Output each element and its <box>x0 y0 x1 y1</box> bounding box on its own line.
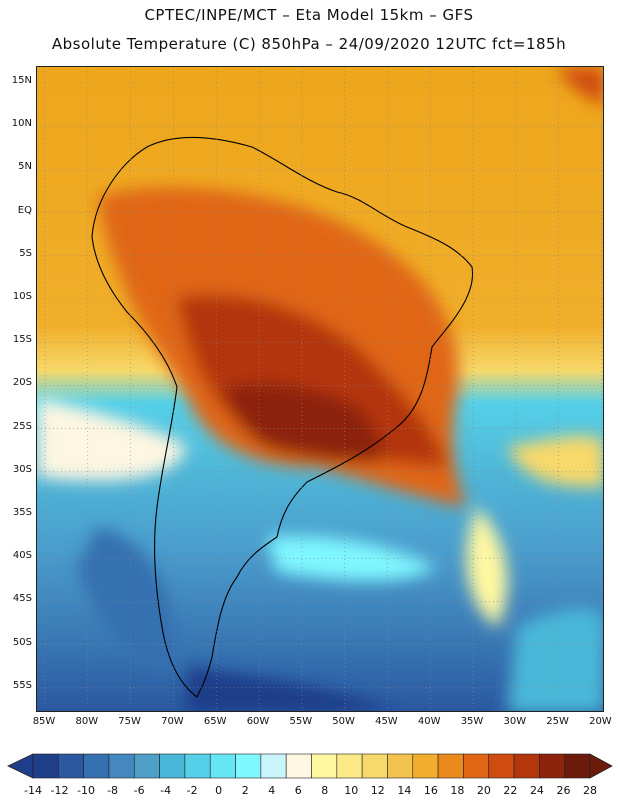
longitude-label: 35W <box>460 716 484 727</box>
longitude-label: 60W <box>246 716 270 727</box>
colorbar-tick-label: 26 <box>556 784 571 797</box>
south-america-coastline <box>91 136 474 698</box>
colorbar-tick-label: 4 <box>268 784 276 797</box>
colorbar-swatch <box>83 753 110 779</box>
colorbar-tick-label: 16 <box>423 784 438 797</box>
latitude-label: 40S <box>12 550 32 562</box>
temperature-field <box>37 67 603 711</box>
longitude-label: 75W <box>118 716 141 727</box>
longitude-label: 55W <box>289 716 313 727</box>
latitude-label: 25S <box>12 420 32 432</box>
latitude-label: 30S <box>12 463 32 475</box>
colorbar-swatch <box>539 753 565 779</box>
colorbar-tick-label: -10 <box>77 784 96 797</box>
warm-plume <box>37 67 603 711</box>
longitude-label: 45W <box>375 716 398 727</box>
latitude-label: 5S <box>19 247 32 259</box>
colorbar-tick-label: -2 <box>186 784 198 797</box>
graticule <box>37 67 603 711</box>
colorbar-tick-label: 8 <box>321 784 329 797</box>
colorbar-tick-label: -6 <box>133 784 145 797</box>
colorbar-swatch <box>32 753 59 779</box>
longitude-label: 30W <box>503 716 527 727</box>
colorbar-swatch <box>437 753 464 779</box>
longitude-label: 25W <box>546 716 569 727</box>
latitude-label: 55S <box>12 679 32 691</box>
colorbar-swatch <box>412 753 439 779</box>
longitude-label: 85W <box>32 716 56 727</box>
colorbar-tick-label: 28 <box>583 784 597 797</box>
latitude-label: 5N <box>18 161 32 173</box>
colorbar-tick-label: 0 <box>215 784 223 797</box>
colorbar-swatch <box>285 753 312 779</box>
colorbar-tick-label: -8 <box>107 784 119 797</box>
latitude-label: 45S <box>12 593 32 605</box>
colorbar-swatch <box>108 753 135 779</box>
longitude-label: 70W <box>161 716 184 727</box>
colorbar-swatch <box>235 753 262 779</box>
latitude-label: 10S <box>12 291 32 302</box>
colorbar-swatch <box>133 753 160 779</box>
colorbar-swatch <box>361 753 388 779</box>
colorbar-swatch <box>463 753 490 779</box>
map-title-line1: CPTEC/INPE/MCT – Eta Model 15km – GFS <box>144 6 474 24</box>
colorbar-tick-label: 12 <box>370 784 385 797</box>
latitude-label: 20S <box>12 377 32 389</box>
colorbar-tick-label: -14 <box>24 784 42 797</box>
colorbar <box>7 753 613 779</box>
longitude-label: 80W <box>75 716 99 727</box>
temperature-map <box>36 66 604 712</box>
colorbar-swatch <box>209 753 236 779</box>
longitude-label: 20W <box>589 716 612 727</box>
colorbar-swatch <box>159 753 186 779</box>
colorbar-tick-label: 22 <box>503 784 518 797</box>
colorbar-swatch <box>260 753 287 779</box>
longitude-label: 50W <box>332 716 355 727</box>
colorbar-swatch <box>488 753 515 779</box>
latitude-label: 15S <box>12 334 32 346</box>
colorbar-tick-label: 24 <box>529 784 544 797</box>
colorbar-swatch <box>387 753 414 779</box>
latitude-label: 50S <box>12 636 32 648</box>
colorbar-swatch <box>58 753 84 779</box>
colorbar-tick-label: 6 <box>294 784 302 797</box>
latitude-label: EQ <box>17 204 32 216</box>
latitude-label: 10N <box>11 118 32 130</box>
colorbar-tick-label: 18 <box>450 784 465 797</box>
latitude-label: 35S <box>12 507 32 518</box>
colorbar-overflow-arrow <box>589 753 613 779</box>
longitude-label: 65W <box>203 716 227 727</box>
latitude-label: 15N <box>11 75 32 86</box>
colorbar-underflow-arrow <box>7 753 34 779</box>
longitude-label: 40W <box>417 716 441 727</box>
colorbar-tick-label: -4 <box>160 784 172 797</box>
map-title-line2: Absolute Temperature (C) 850hPa – 24/09/… <box>51 35 567 53</box>
colorbar-tick-label: 20 <box>476 784 491 797</box>
colorbar-tick-label: -12 <box>50 784 69 797</box>
colorbar-swatch <box>184 753 211 779</box>
colorbar-swatch <box>311 753 338 779</box>
colorbar-tick-label: 10 <box>344 784 359 797</box>
colorbar-tick-label: 2 <box>241 784 249 797</box>
colorbar-swatch <box>336 753 363 779</box>
colorbar-swatch <box>564 753 591 779</box>
colorbar-swatch <box>513 753 540 779</box>
colorbar-tick-label: 14 <box>397 784 412 797</box>
